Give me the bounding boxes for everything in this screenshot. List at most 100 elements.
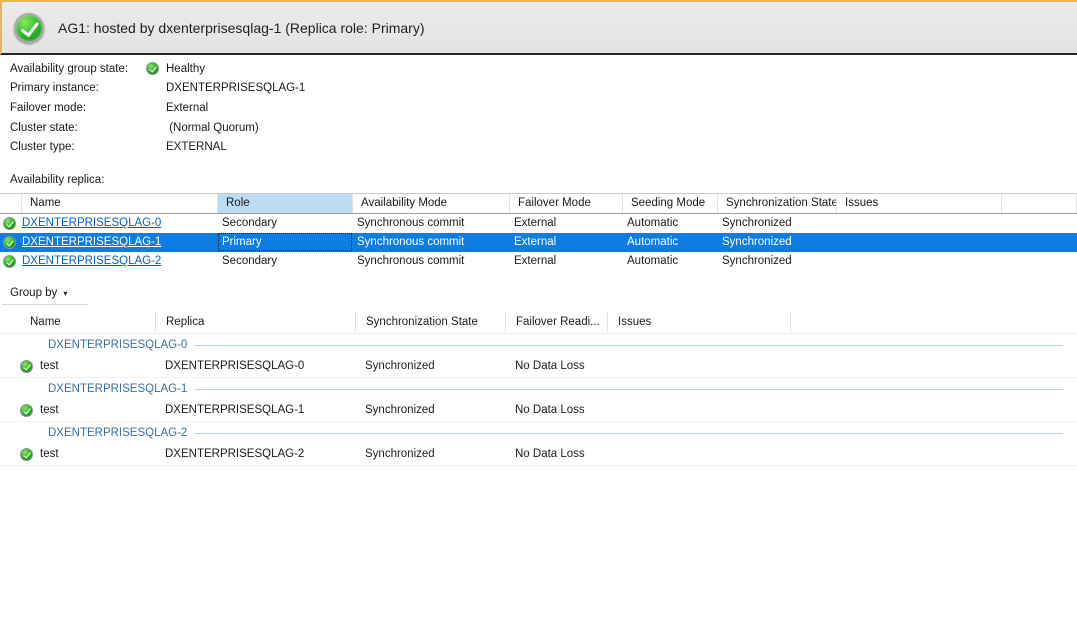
database-group-divider-line — [195, 432, 1063, 434]
summary-value: DXENTERPRISESQLAG-1 — [166, 82, 306, 95]
replica-cell-synchronization-state: Synchronized — [722, 255, 792, 267]
database-table-body: DXENTERPRISESQLAG-0 test DXENTERPRISESQLAG… — [0, 334, 1077, 466]
replica-cell-seeding-mode: Automatic — [627, 255, 679, 267]
replica-column-header-role[interactable]: Role — [218, 194, 353, 213]
database-cell-replica: DXENTERPRISESQLAG-1 — [165, 404, 305, 416]
replica-cell-availability-mode: Synchronous commit — [357, 217, 465, 229]
replica-cell-issues — [837, 252, 1002, 271]
replica-column-header-seeding-mode[interactable]: Seeding Mode — [623, 194, 718, 213]
database-row[interactable]: test DXENTERPRISESQLAG-2 Synchronized No Da… — [0, 444, 1077, 466]
page-title: AG1: hosted by dxenterprisesqlag-1 (Repl… — [58, 19, 425, 36]
group-by-button[interactable]: Group by ▾ — [10, 283, 67, 303]
database-table-header: Name Replica Synchronization State Failover… — [0, 310, 1077, 334]
replica-column-header-synchronization-state[interactable]: Synchronization State — [718, 194, 837, 213]
replica-table: Name Role Availability Mode Failover Mode Se… — [0, 193, 1077, 271]
database-group-divider-line — [195, 344, 1063, 346]
healthy-check-icon — [20, 448, 33, 461]
replica-cell-issues — [837, 214, 1002, 233]
healthy-check-icon — [3, 217, 16, 230]
database-group-label: DXENTERPRISESQLAG-2 — [48, 427, 188, 439]
replica-cell-seeding-mode: Automatic — [627, 217, 679, 229]
database-row[interactable]: test DXENTERPRISESQLAG-0 Synchronized No Da… — [0, 356, 1077, 378]
replica-header-extra-cell — [1002, 194, 1077, 213]
database-cell-synchronization-state: Synchronized — [365, 404, 435, 416]
database-row[interactable]: test DXENTERPRISESQLAG-1 Synchronized No Da… — [0, 400, 1077, 422]
summary-icon-slot — [146, 62, 166, 76]
replica-column-header-issues[interactable]: Issues — [837, 194, 1002, 213]
healthy-check-icon — [20, 360, 33, 373]
replica-cell-issues — [837, 233, 1002, 252]
database-group-divider-line — [195, 388, 1063, 390]
replica-row-icon-cell — [0, 252, 22, 271]
database-cell-issues — [607, 356, 790, 377]
replica-row-icon-cell — [0, 233, 22, 252]
database-group-header: DXENTERPRISESQLAG-2 — [0, 422, 1077, 444]
database-column-header-replica[interactable]: Replica — [155, 312, 355, 332]
replica-name-link[interactable]: DXENTERPRISESQLAG-0 — [22, 217, 162, 229]
database-group-label: DXENTERPRISESQLAG-1 — [48, 383, 188, 395]
database-group-header: DXENTERPRISESQLAG-0 — [0, 334, 1077, 356]
replica-row-icon-cell — [0, 214, 22, 233]
replica-column-header-name[interactable]: Name — [22, 194, 218, 213]
summary-row: Failover mode: External — [0, 98, 600, 118]
database-cell-replica: DXENTERPRISESQLAG-2 — [165, 448, 305, 460]
replica-cell-name: DXENTERPRISESQLAG-0 — [22, 214, 218, 233]
database-column-header-name[interactable]: Name — [30, 316, 61, 328]
replica-cell-failover-mode: External — [514, 255, 557, 267]
summary-value: EXTERNAL — [166, 141, 227, 154]
healthy-check-icon — [3, 236, 16, 249]
database-cell-failover-readiness: No Data Loss — [515, 360, 585, 372]
replica-column-header-failover-mode[interactable]: Failover Mode — [510, 194, 623, 213]
database-cell-synchronization-state: Synchronized — [365, 448, 435, 460]
summary-label: Failover mode: — [10, 101, 87, 114]
replica-table-body: DXENTERPRISESQLAG-0 Secondary Synchronous … — [0, 214, 1077, 271]
database-column-header-synchronization-state[interactable]: Synchronization State — [355, 312, 505, 332]
replica-name-link[interactable]: DXENTERPRISESQLAG-1 — [22, 236, 162, 248]
summary-row: Cluster type: EXTERNAL — [0, 137, 600, 157]
summary-value: (Normal Quorum) — [166, 121, 259, 134]
summary-label: Cluster type: — [10, 141, 75, 154]
database-cell-name: test — [40, 404, 59, 416]
replica-cell-availability-mode: Synchronous commit — [357, 255, 465, 267]
database-cell-issues — [607, 444, 790, 465]
replica-cell-synchronization-state: Synchronized — [722, 217, 792, 229]
availability-replica-label: Availability replica: — [10, 174, 105, 186]
database-column-header-issues[interactable]: Issues — [607, 312, 790, 332]
healthy-check-icon — [14, 12, 44, 43]
summary-row: Primary instance: DXENTERPRISESQLAG-1 — [0, 79, 600, 99]
healthy-check-icon — [3, 255, 16, 268]
database-header-extra-divider — [790, 312, 801, 332]
replica-cell-seeding-mode: Automatic — [627, 236, 679, 248]
database-cell-failover-readiness: No Data Loss — [515, 448, 585, 460]
database-group-header: DXENTERPRISESQLAG-1 — [0, 378, 1077, 400]
replica-row[interactable]: DXENTERPRISESQLAG-0 Secondary Synchronous … — [0, 214, 1077, 233]
summary-label: Availability group state: — [10, 62, 129, 75]
dashboard-header: AG1: hosted by dxenterprisesqlag-1 (Repl… — [0, 0, 1077, 55]
healthy-check-icon — [20, 404, 33, 417]
replica-row[interactable]: DXENTERPRISESQLAG-2 Secondary Synchronous … — [0, 252, 1077, 271]
database-cell-synchronization-state: Synchronized — [365, 360, 435, 372]
group-by-label: Group by — [10, 287, 58, 299]
replica-name-link[interactable]: DXENTERPRISESQLAG-2 — [22, 255, 162, 267]
replica-cell-name: DXENTERPRISESQLAG-2 — [22, 252, 218, 271]
group-by-underline — [2, 304, 88, 305]
database-cell-issues — [607, 400, 790, 421]
database-column-header-failover-readi-[interactable]: Failover Readi... — [505, 312, 607, 332]
replica-column-header-availability-mode[interactable]: Availability Mode — [353, 194, 510, 213]
replica-cell-role: Secondary — [222, 217, 277, 229]
database-cell-replica: DXENTERPRISESQLAG-0 — [165, 360, 305, 372]
replica-cell-synchronization-state: Synchronized — [722, 236, 792, 248]
replica-cell-failover-mode: External — [514, 217, 557, 229]
replica-cell-role: Primary — [222, 236, 262, 248]
replica-row[interactable]: DXENTERPRISESQLAG-1 Primary Synchronous co… — [0, 233, 1077, 252]
summary-row: Cluster state: (Normal Quorum) — [0, 118, 600, 138]
healthy-check-icon — [146, 62, 159, 76]
summary-label: Primary instance: — [10, 82, 99, 95]
replica-cell-failover-mode: External — [514, 236, 557, 248]
summary-row: Availability group state: Healthy — [0, 59, 600, 79]
replica-table-header: Name Role Availability Mode Failover Mode Se… — [0, 193, 1077, 214]
database-cell-name: test — [40, 360, 59, 372]
database-group-label: DXENTERPRISESQLAG-0 — [48, 339, 188, 351]
summary-value: External — [166, 101, 209, 114]
